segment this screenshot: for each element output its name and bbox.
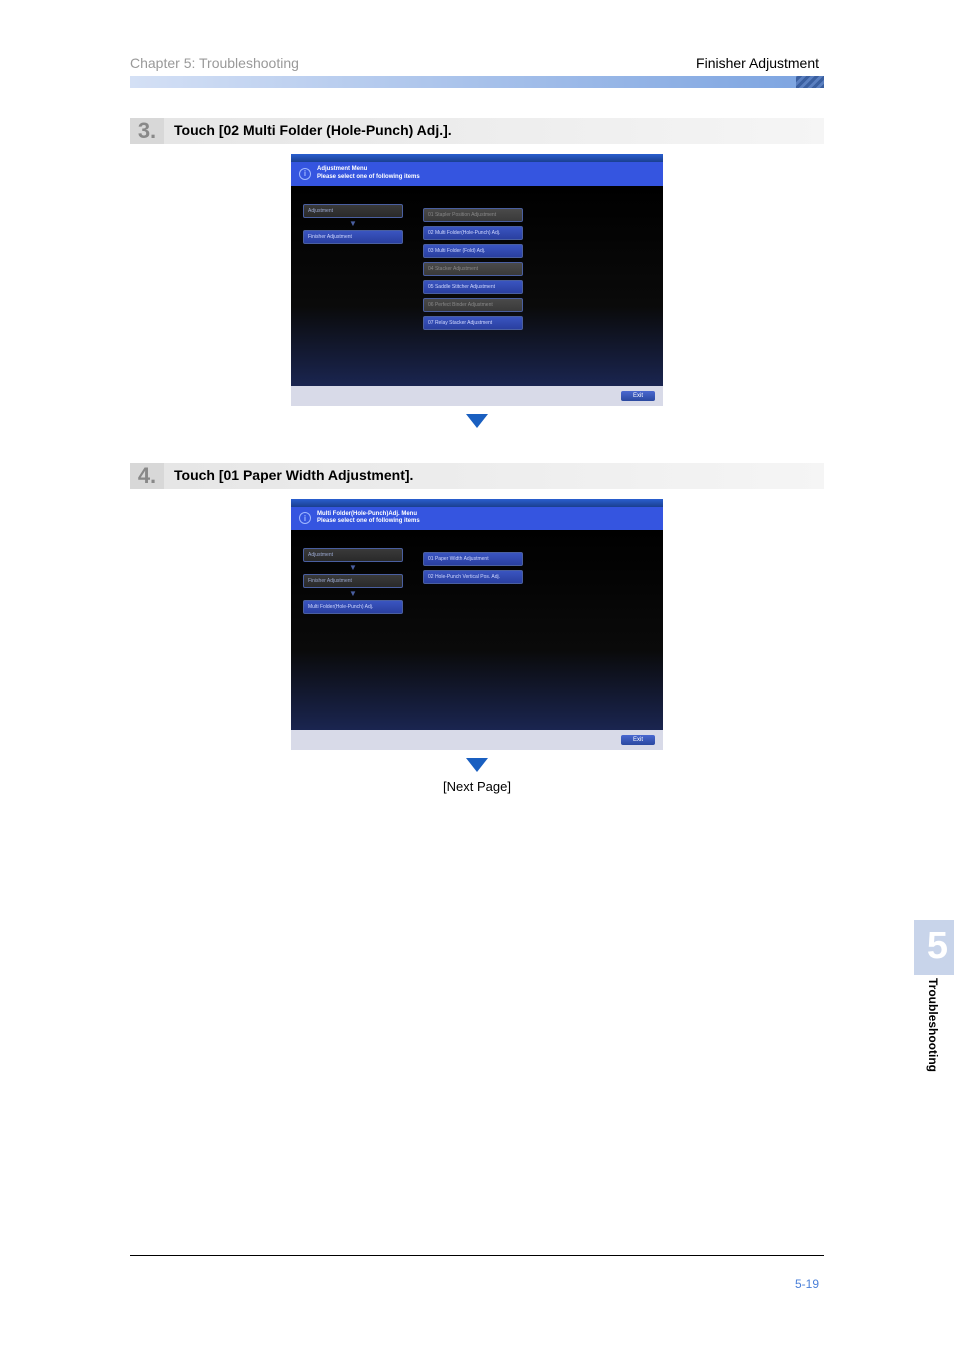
menu-adjustment[interactable]: Adjustment: [303, 204, 403, 218]
arrow-down-icon: [130, 414, 824, 433]
chapter-title: Chapter 5: Troubleshooting: [130, 55, 299, 71]
screen-title-bar: [291, 154, 663, 162]
exit-button[interactable]: Exit: [621, 735, 655, 745]
right-panel: 01 Paper Width Adjustment 02 Hole-Punch …: [423, 548, 523, 712]
menu-06-perfect-binder[interactable]: 06 Perfect Binder Adjustment: [423, 298, 523, 312]
menu-finisher-adjustment[interactable]: Finisher Adjustment: [303, 230, 403, 244]
left-panel: Adjustment ▼ Finisher Adjustment ▼ Multi…: [303, 548, 403, 712]
page-header: Chapter 5: Troubleshooting Finisher Adju…: [0, 0, 954, 76]
screen-footer: Exit: [291, 386, 663, 406]
menu-adjustment[interactable]: Adjustment: [303, 548, 403, 562]
menu-02-multi-folder-punch[interactable]: 02 Multi Folder(Hole-Punch) Adj.: [423, 226, 523, 240]
exit-button[interactable]: Exit: [621, 391, 655, 401]
info-icon: i: [299, 512, 311, 524]
section-title: Finisher Adjustment: [696, 55, 819, 71]
menu-finisher-adjustment[interactable]: Finisher Adjustment: [303, 574, 403, 588]
content-area: 3. Touch [02 Multi Folder (Hole-Punch) A…: [0, 118, 954, 794]
left-panel: Adjustment ▼ Finisher Adjustment: [303, 204, 403, 368]
screen-body: Adjustment ▼ Finisher Adjustment 01 Stap…: [291, 186, 663, 386]
side-tab-label: Troubleshooting: [926, 978, 940, 1072]
page-number: 5-19: [795, 1277, 819, 1291]
menu-01-stapler[interactable]: 01 Stapler Position Adjustment: [423, 208, 523, 222]
step-number: 3.: [130, 118, 164, 144]
screenshot-step-4: i Multi Folder(Hole-Punch)Adj. Menu Plea…: [291, 499, 663, 751]
screen-footer: Exit: [291, 730, 663, 750]
step-number: 4.: [130, 463, 164, 489]
screenshot-step-3: i Adjustment Menu Please select one of f…: [291, 154, 663, 406]
menu-02-hole-punch-vertical[interactable]: 02 Hole-Punch Vertical Pos. Adj.: [423, 570, 523, 584]
step-3-row: 3. Touch [02 Multi Folder (Hole-Punch) A…: [130, 118, 824, 144]
screen-body: Adjustment ▼ Finisher Adjustment ▼ Multi…: [291, 530, 663, 730]
screen-header-text: Adjustment Menu Please select one of fol…: [317, 166, 420, 182]
step-text: Touch [01 Paper Width Adjustment].: [174, 463, 413, 483]
side-tab: 5 Troubleshooting: [914, 920, 954, 1120]
screen-header: i Multi Folder(Hole-Punch)Adj. Menu Plea…: [291, 507, 663, 531]
screen-title-bar: [291, 499, 663, 507]
menu-01-paper-width[interactable]: 01 Paper Width Adjustment: [423, 552, 523, 566]
header-divider: [130, 76, 824, 88]
arrow-down-icon: [130, 758, 824, 777]
step-text: Touch [02 Multi Folder (Hole-Punch) Adj.…: [174, 118, 452, 138]
menu-05-saddle[interactable]: 05 Saddle Stitcher Adjustment: [423, 280, 523, 294]
side-tab-number: 5: [927, 925, 948, 968]
menu-03-multi-folder-fold[interactable]: 03 Multi Folder (Fold) Adj.: [423, 244, 523, 258]
step-4-row: 4. Touch [01 Paper Width Adjustment].: [130, 463, 824, 489]
next-page-label: [Next Page]: [130, 779, 824, 794]
chevron-down-icon: ▼: [349, 564, 357, 572]
screen-header: i Adjustment Menu Please select one of f…: [291, 162, 663, 186]
footer-rule: [130, 1255, 824, 1256]
menu-04-stacker[interactable]: 04 Stacker Adjustment: [423, 262, 523, 276]
chevron-down-icon: ▼: [349, 590, 357, 598]
chevron-down-icon: ▼: [349, 220, 357, 228]
menu-multi-folder-punch-adj[interactable]: Multi Folder(Hole-Punch) Adj.: [303, 600, 403, 614]
info-icon: i: [299, 168, 311, 180]
screen-header-text: Multi Folder(Hole-Punch)Adj. Menu Please…: [317, 511, 420, 527]
menu-07-relay-stacker[interactable]: 07 Relay Stacker Adjustment: [423, 316, 523, 330]
right-panel: 01 Stapler Position Adjustment 02 Multi …: [423, 204, 523, 368]
